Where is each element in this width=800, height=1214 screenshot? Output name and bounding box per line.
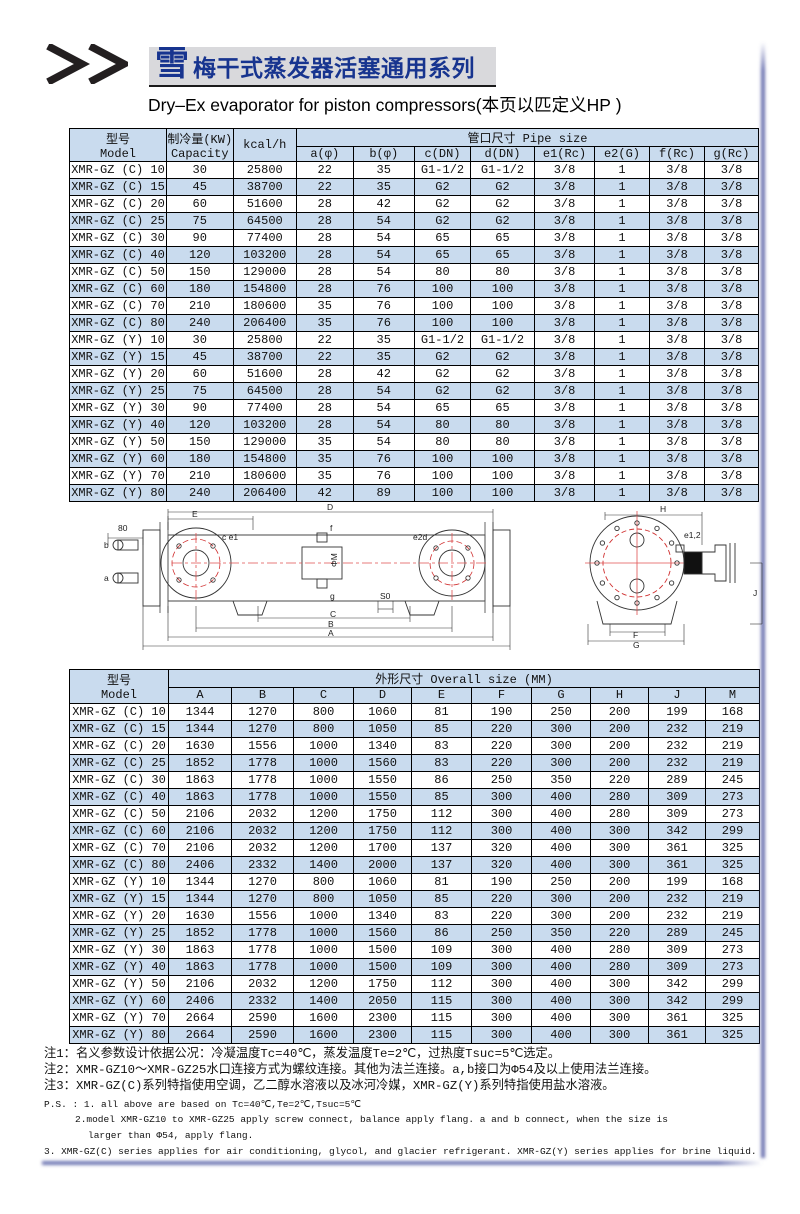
svg-text:C: C	[330, 609, 336, 619]
svg-text:e1,2: e1,2	[684, 530, 701, 540]
svg-text:ΦM: ΦM	[329, 553, 339, 567]
svg-text:G: G	[633, 640, 640, 650]
svg-text:g: g	[330, 591, 335, 601]
svg-text:S0: S0	[380, 591, 391, 601]
svg-text:b: b	[104, 540, 109, 550]
svg-text:a: a	[104, 573, 109, 583]
svg-text:80: 80	[118, 523, 128, 533]
svg-text:e2d: e2d	[413, 532, 427, 542]
svg-text:E: E	[192, 509, 198, 519]
svg-text:f: f	[330, 523, 333, 533]
svg-text:A: A	[328, 628, 334, 638]
svg-text:F: F	[633, 630, 638, 640]
svg-text:c e1: c e1	[222, 532, 238, 542]
svg-text:D: D	[327, 502, 333, 512]
svg-text:H: H	[660, 504, 666, 514]
svg-text:J: J	[753, 588, 757, 598]
